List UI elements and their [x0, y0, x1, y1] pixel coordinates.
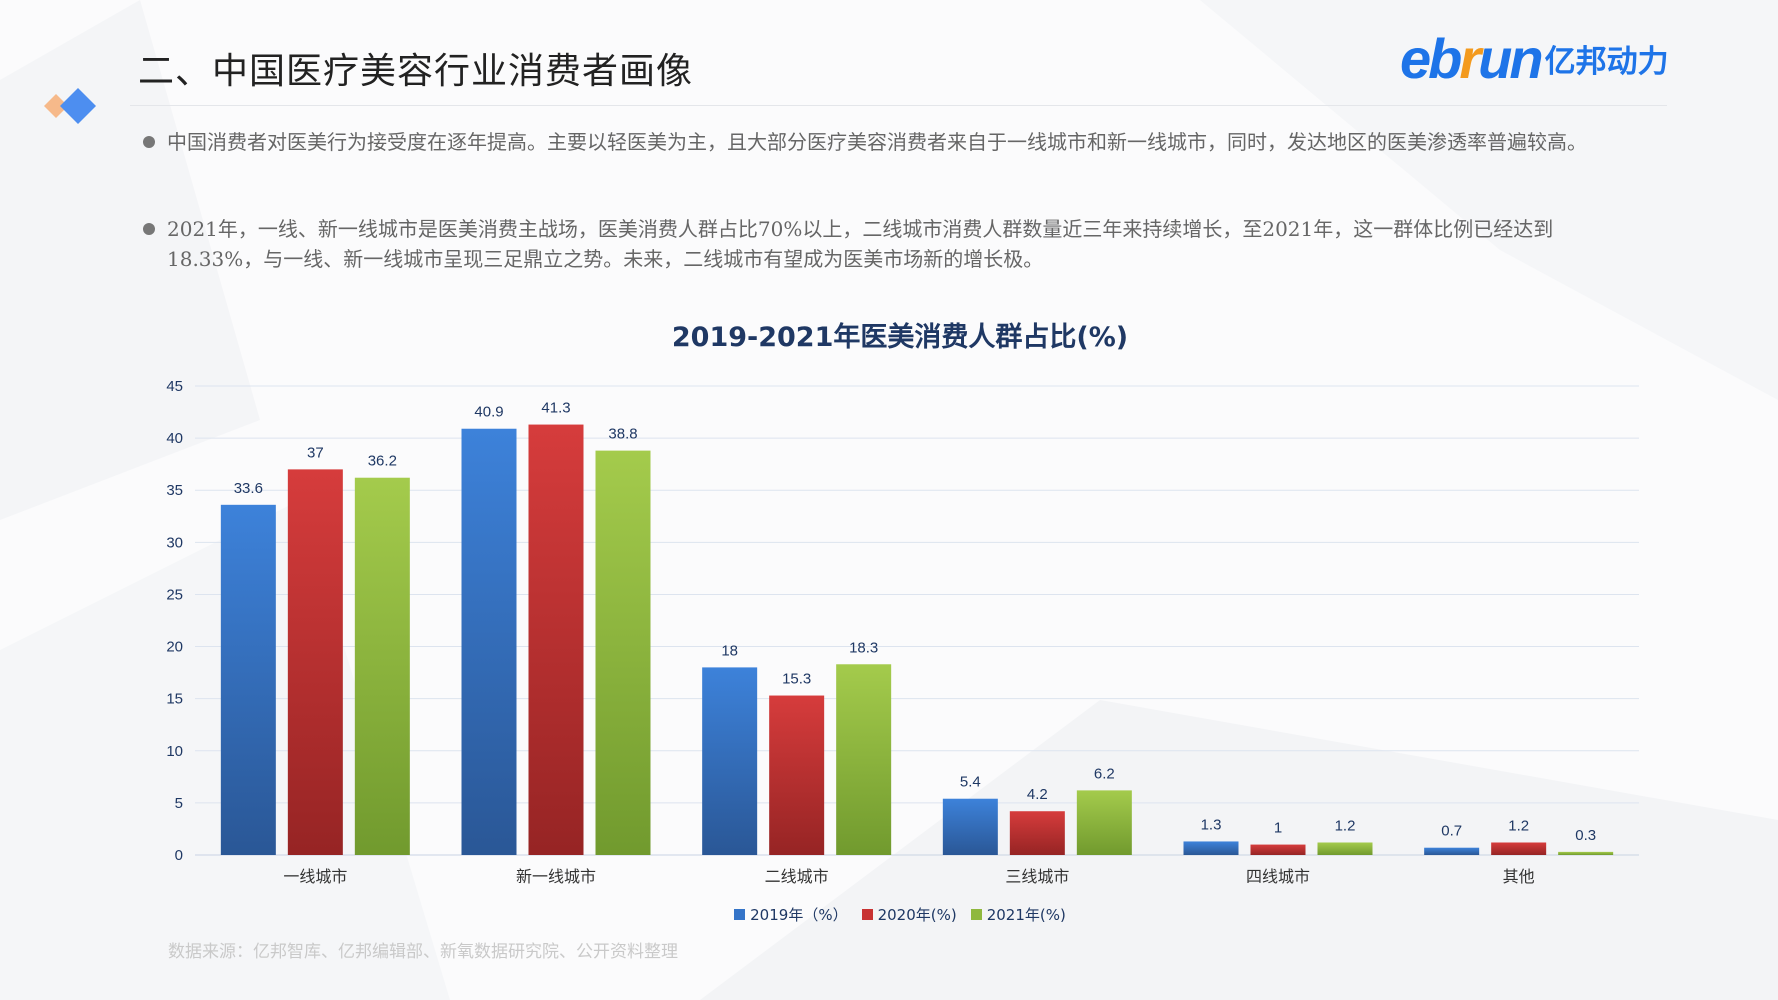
- legend-item-2021: 2021年(%): [970, 904, 1066, 925]
- y-tick-label: 40: [166, 430, 183, 447]
- ebrun-logo: ebrun 亿邦动力: [1400, 27, 1669, 90]
- bar: [1424, 847, 1480, 855]
- y-tick-label: 10: [166, 743, 183, 760]
- data-label: 1.2: [1508, 817, 1529, 834]
- logo-chinese: 亿邦动力: [1544, 43, 1669, 80]
- bar: [1250, 844, 1306, 855]
- data-label: 41.3: [541, 400, 570, 417]
- data-label: 36.2: [368, 453, 397, 470]
- x-tick-label: 四线城市: [1246, 868, 1310, 886]
- bar: [354, 477, 410, 855]
- data-label: 38.8: [608, 426, 637, 443]
- x-tick-label: 三线城市: [1005, 868, 1069, 886]
- data-label: 40.9: [474, 404, 503, 421]
- x-tick-label: 一线城市: [283, 868, 347, 886]
- data-label: 6.2: [1094, 765, 1115, 782]
- bar: [1076, 790, 1132, 855]
- y-tick-label: 0: [175, 847, 183, 864]
- bullet-1: 中国消费者对医美行为接受度在逐年提高。主要以轻医美为主，且大部分医疗美容消费者来…: [143, 127, 1647, 157]
- page-title: 二、中国医疗美容行业消费者画像: [138, 51, 694, 92]
- header-divider: [130, 105, 1667, 106]
- bullet-2: 2021年，一线、新一线城市是医美消费主战场，医美消费人群占比70%以上，二线城…: [143, 214, 1647, 274]
- data-label: 15.3: [782, 671, 811, 688]
- bar: [1558, 851, 1614, 855]
- data-label: 1.3: [1201, 816, 1222, 833]
- data-label: 1: [1274, 820, 1282, 837]
- bullet-dot-icon: [143, 223, 155, 235]
- y-tick-label: 45: [166, 378, 183, 395]
- y-tick-label: 15: [166, 691, 183, 708]
- y-tick-label: 35: [166, 482, 183, 499]
- data-label: 33.6: [234, 480, 263, 497]
- bullet-dot-icon: [143, 136, 155, 148]
- y-tick-label: 30: [166, 534, 183, 551]
- y-tick-label: 20: [166, 639, 183, 656]
- bullet-text: 2021年，一线、新一线城市是医美消费主战场，医美消费人群占比70%以上，二线城…: [167, 217, 1554, 271]
- bullet-text: 中国消费者对医美行为接受度在逐年提高。主要以轻医美为主，且大部分医疗美容消费者来…: [167, 130, 1587, 154]
- bar: [220, 504, 276, 855]
- data-label: 37: [307, 444, 324, 461]
- logo-wordmark: ebrun: [1400, 26, 1544, 90]
- bar: [461, 428, 517, 855]
- x-tick-label: 新一线城市: [516, 868, 596, 886]
- data-label: 1.2: [1335, 817, 1356, 834]
- data-label: 0.3: [1575, 827, 1596, 844]
- x-tick-label: 其他: [1503, 868, 1535, 886]
- bar: [595, 450, 651, 855]
- bar: [287, 469, 343, 855]
- chart-title: 2019-2021年医美消费人群占比(%): [671, 322, 1129, 353]
- bar: [836, 664, 892, 855]
- bar: [1009, 811, 1065, 855]
- legend-item-2019: 2019年（%）: [734, 904, 848, 925]
- data-label: 0.7: [1441, 823, 1462, 840]
- y-tick-label: 5: [175, 795, 183, 812]
- data-label: 18.3: [849, 639, 878, 656]
- data-label: 18: [721, 642, 738, 659]
- y-tick-label: 25: [166, 586, 183, 603]
- data-source-note: 数据来源：亿邦智库、亿邦编辑部、新氧数据研究院、公开资料整理: [168, 942, 678, 962]
- data-label: 4.2: [1027, 786, 1048, 803]
- bar: [1491, 842, 1547, 855]
- data-label: 5.4: [960, 774, 981, 791]
- legend-item-2020: 2020年(%): [861, 904, 957, 925]
- chart-legend: 2019年（%） 2020年(%) 2021年(%): [0, 904, 1778, 925]
- bar: [942, 798, 998, 855]
- bar: [1317, 842, 1373, 855]
- bar: [702, 667, 758, 855]
- bar: [769, 695, 825, 855]
- bar: [528, 424, 584, 855]
- x-tick-label: 二线城市: [765, 868, 829, 886]
- bar: [1183, 841, 1239, 855]
